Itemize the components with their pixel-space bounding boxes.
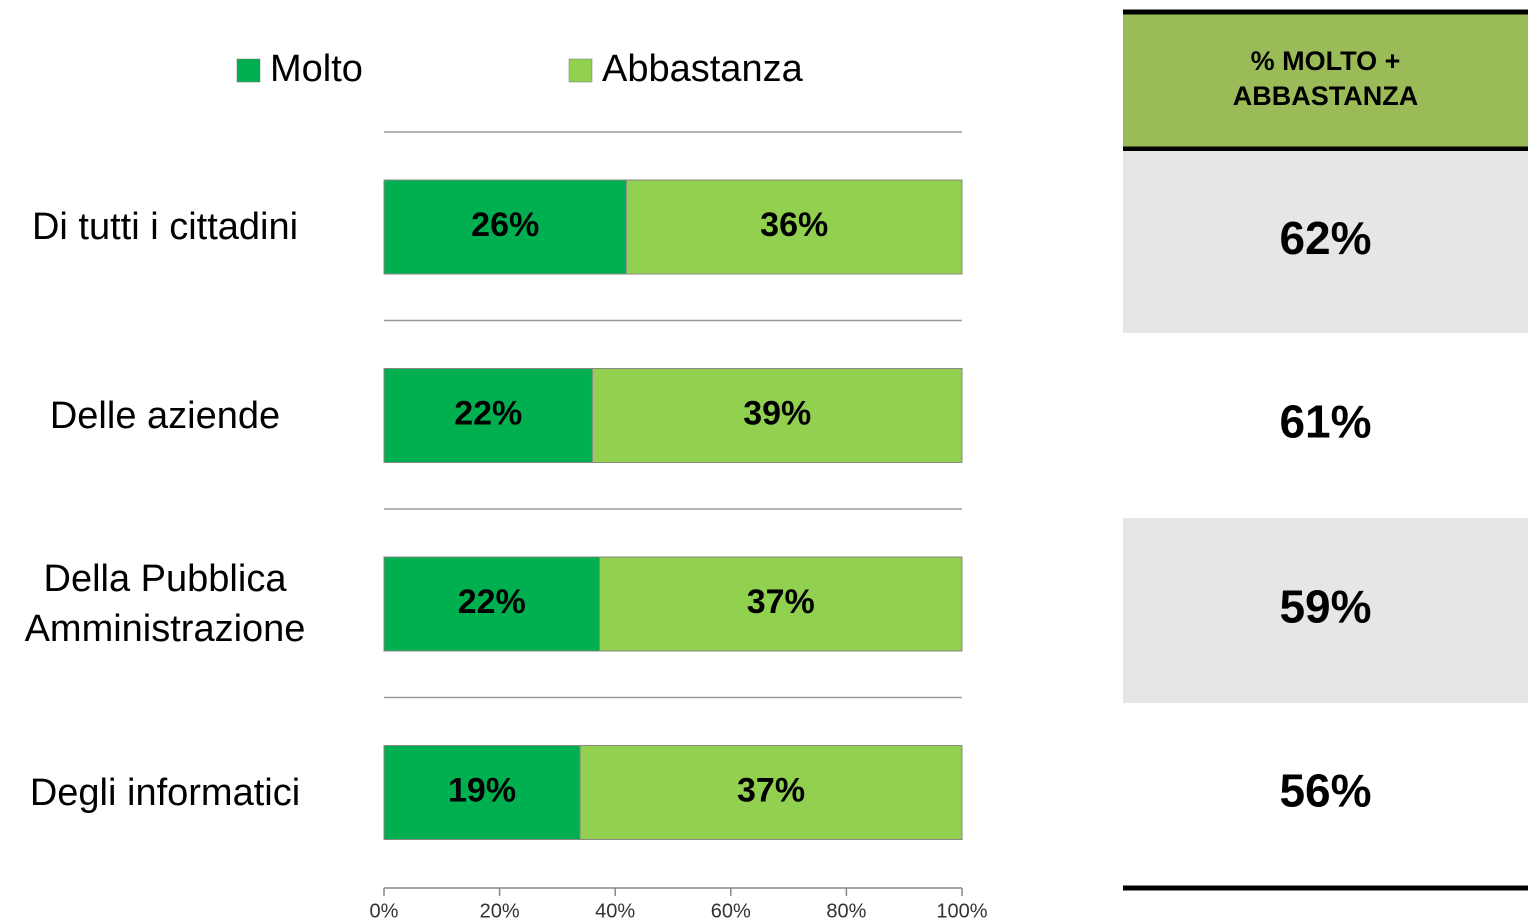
x-tick-label: 0%	[370, 900, 399, 922]
data-label: 36%	[760, 206, 828, 244]
data-label: 37%	[737, 771, 805, 809]
table-row	[1123, 151, 1528, 333]
table-row	[1123, 333, 1528, 518]
bar-segment	[383, 556, 601, 652]
x-tick-label: 80%	[826, 900, 866, 922]
x-tick-label: 60%	[711, 900, 751, 922]
table-value: 61%	[1279, 396, 1371, 448]
data-label: 22%	[458, 583, 526, 621]
table-value: 56%	[1279, 765, 1371, 817]
legend-label: Abbastanza	[602, 48, 804, 90]
category-label: Delle aziende	[49, 394, 281, 437]
bar-segment	[383, 179, 627, 275]
data-label: 26%	[471, 206, 539, 244]
x-tick-label: 40%	[595, 900, 635, 922]
x-tick-label: 100%	[936, 900, 987, 922]
table-row	[1123, 703, 1528, 886]
bar-segment	[383, 745, 581, 840]
table-header	[1123, 12, 1528, 149]
data-label: 19%	[448, 771, 516, 809]
legend-swatch	[568, 58, 593, 83]
bar-segment	[625, 179, 963, 275]
data-label: 37%	[747, 583, 815, 621]
table-value: 59%	[1279, 581, 1371, 633]
data-label: 39%	[743, 394, 811, 432]
data-label: 22%	[454, 394, 522, 432]
table-row	[1123, 518, 1528, 703]
bar-segment	[579, 745, 963, 840]
x-tick-label: 20%	[480, 900, 520, 922]
category-label: Degli informatici	[29, 771, 301, 814]
bar-segment	[599, 556, 963, 652]
legend-swatch	[236, 58, 261, 83]
category-label: Di tutti i cittadini	[31, 206, 299, 248]
table-header-text: % MOLTO + ABBASTANZA	[1233, 46, 1418, 111]
bar-segment	[591, 368, 963, 463]
bar-segment	[383, 368, 593, 463]
table-value: 62%	[1279, 212, 1371, 264]
category-label: Della Pubblica Amministrazione	[24, 558, 306, 650]
legend-label: Molto	[270, 48, 363, 90]
